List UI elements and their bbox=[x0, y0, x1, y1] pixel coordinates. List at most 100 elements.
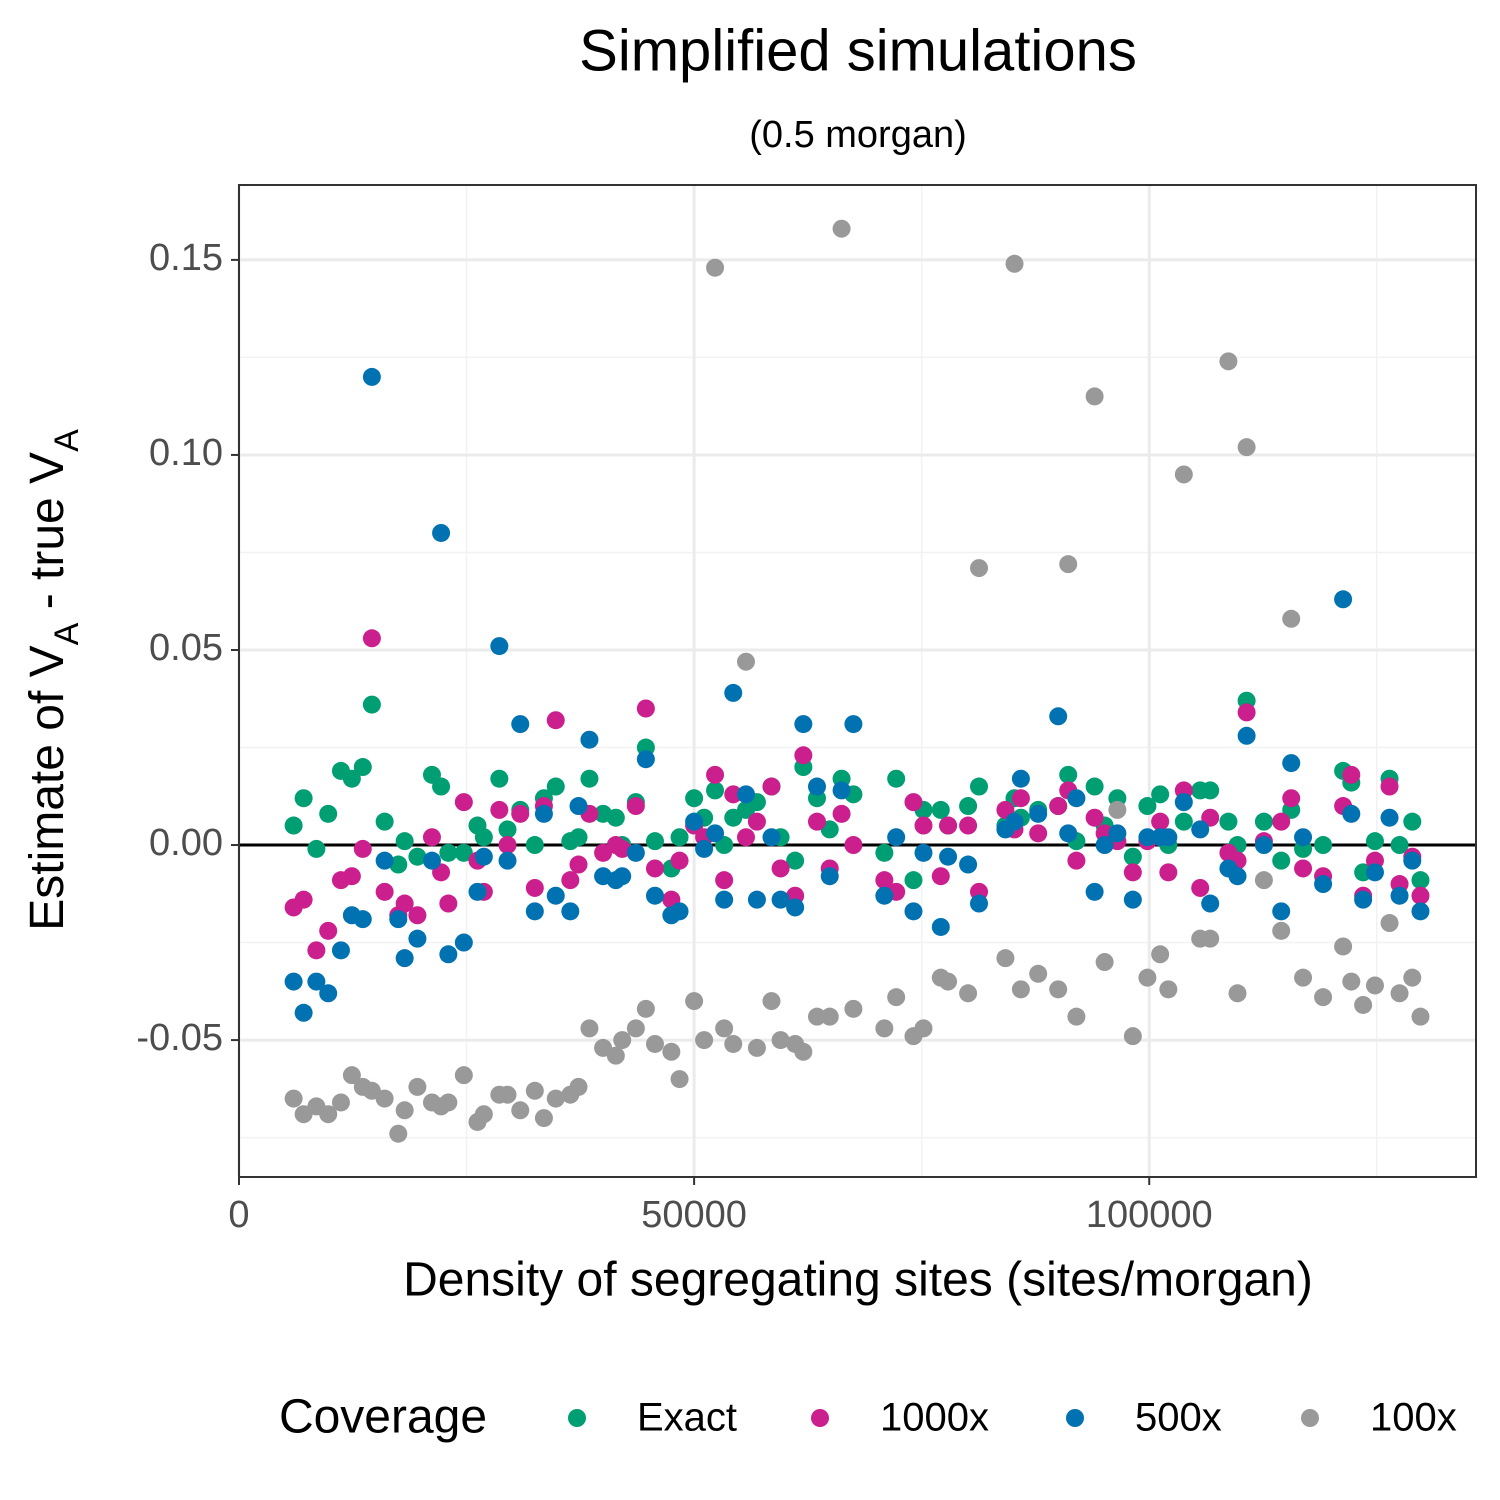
point bbox=[569, 797, 588, 816]
point bbox=[914, 843, 933, 862]
point bbox=[1151, 945, 1170, 964]
point bbox=[959, 797, 978, 816]
point bbox=[606, 1046, 625, 1065]
point bbox=[294, 1003, 313, 1022]
point bbox=[1411, 871, 1430, 890]
point bbox=[771, 890, 790, 909]
point bbox=[904, 793, 923, 812]
point bbox=[794, 746, 813, 765]
point bbox=[1095, 836, 1114, 855]
point bbox=[875, 1019, 894, 1038]
point bbox=[511, 715, 530, 734]
point bbox=[786, 851, 805, 870]
point bbox=[1411, 1007, 1430, 1026]
point bbox=[1067, 851, 1086, 870]
y-axis-title-part: - true V bbox=[21, 452, 74, 623]
x-tick-label: 100000 bbox=[1086, 1194, 1213, 1236]
point bbox=[1123, 847, 1142, 866]
point bbox=[832, 804, 851, 823]
point bbox=[747, 1038, 766, 1057]
point bbox=[715, 1019, 734, 1038]
point bbox=[875, 886, 894, 905]
point bbox=[561, 902, 580, 921]
y-axis-title-subscript: A bbox=[48, 622, 86, 645]
point bbox=[1085, 777, 1104, 796]
point bbox=[490, 800, 509, 819]
point bbox=[408, 1077, 427, 1096]
legend-marker bbox=[1301, 1409, 1319, 1427]
x-axis-title: Density of segregating sites (sites/morg… bbox=[403, 1254, 1313, 1307]
point bbox=[931, 800, 950, 819]
point bbox=[534, 1109, 553, 1128]
point bbox=[715, 871, 734, 890]
point bbox=[439, 843, 458, 862]
point bbox=[498, 1085, 517, 1104]
point bbox=[1191, 878, 1210, 897]
point bbox=[1029, 804, 1048, 823]
point bbox=[844, 836, 863, 855]
point bbox=[762, 777, 781, 796]
point bbox=[662, 1042, 681, 1061]
point bbox=[474, 1105, 493, 1124]
legend-label: 500x bbox=[1135, 1396, 1222, 1440]
point bbox=[525, 902, 544, 921]
point bbox=[706, 781, 725, 800]
point bbox=[939, 816, 958, 835]
point bbox=[794, 1042, 813, 1061]
point bbox=[490, 637, 509, 656]
y-tick-label: 0.10 bbox=[149, 432, 223, 474]
point bbox=[832, 219, 851, 238]
point bbox=[1059, 824, 1078, 843]
point bbox=[389, 910, 408, 929]
point bbox=[670, 1070, 689, 1089]
point bbox=[353, 910, 372, 929]
point bbox=[580, 730, 599, 749]
point bbox=[1029, 824, 1048, 843]
point bbox=[1191, 820, 1210, 839]
point bbox=[319, 804, 338, 823]
point bbox=[294, 890, 313, 909]
point bbox=[724, 785, 743, 804]
point bbox=[1403, 851, 1422, 870]
legend-label: 100x bbox=[1370, 1396, 1457, 1440]
point bbox=[294, 789, 313, 808]
x-tick-label: 0 bbox=[228, 1194, 249, 1236]
point bbox=[511, 1101, 530, 1120]
point bbox=[1282, 754, 1301, 773]
point bbox=[1159, 828, 1178, 847]
y-tick-label: 0.15 bbox=[149, 237, 223, 279]
point bbox=[569, 855, 588, 874]
point bbox=[1151, 812, 1170, 831]
point bbox=[807, 777, 826, 796]
point bbox=[498, 820, 517, 839]
point bbox=[670, 902, 689, 921]
point bbox=[1085, 882, 1104, 901]
point bbox=[408, 906, 427, 925]
point bbox=[1174, 465, 1193, 484]
point bbox=[1201, 929, 1220, 948]
point bbox=[736, 828, 755, 847]
legend-marker bbox=[568, 1409, 586, 1427]
point bbox=[1272, 921, 1291, 940]
point bbox=[454, 933, 473, 952]
point bbox=[422, 828, 441, 847]
point bbox=[1294, 828, 1313, 847]
point bbox=[904, 902, 923, 921]
point bbox=[996, 949, 1015, 968]
point bbox=[959, 855, 978, 874]
point bbox=[498, 836, 517, 855]
point bbox=[1174, 793, 1193, 812]
point bbox=[1138, 797, 1157, 816]
point bbox=[970, 559, 989, 578]
point bbox=[685, 992, 704, 1011]
point bbox=[762, 992, 781, 1011]
point bbox=[362, 695, 381, 714]
point bbox=[1085, 387, 1104, 406]
point bbox=[931, 917, 950, 936]
point bbox=[546, 777, 565, 796]
point bbox=[353, 839, 372, 858]
point bbox=[1049, 980, 1068, 999]
point bbox=[389, 1124, 408, 1143]
point bbox=[319, 921, 338, 940]
